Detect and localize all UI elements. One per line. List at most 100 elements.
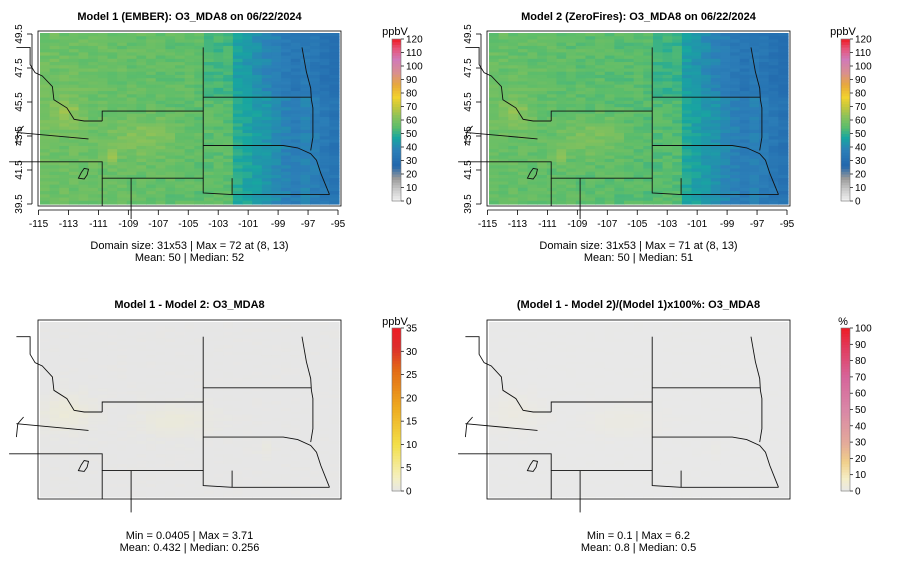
grid-cell: [223, 364, 234, 369]
grid-cell: [97, 133, 109, 137]
grid-cell: [136, 200, 147, 205]
grid-cell: [40, 470, 51, 475]
grid-cell: [643, 194, 654, 199]
grid-cell: [701, 107, 712, 112]
grid-cell: [662, 68, 673, 73]
grid-cell: [749, 187, 760, 192]
grid-cell: [768, 103, 779, 108]
grid-cell: [261, 145, 273, 150]
grid-cell: [710, 116, 722, 121]
grid-cell: [155, 116, 166, 121]
grid-cell: [290, 181, 302, 186]
grid-cell: [203, 371, 215, 376]
grid-cell: [49, 335, 60, 340]
plot-frame: [486, 30, 791, 207]
grid-cell: [155, 68, 166, 73]
grid-cell: [203, 414, 215, 419]
grid-cell: [242, 174, 253, 179]
grid-cell: [59, 331, 70, 336]
grid-cell: [242, 430, 253, 435]
grid-cell: [146, 322, 157, 326]
grid-cell: [88, 49, 99, 53]
grid-cell: [575, 91, 587, 95]
grid-cell: [78, 194, 89, 199]
grid-cell: [585, 81, 596, 86]
grid-cell: [107, 187, 118, 192]
grid-cell: [585, 71, 596, 76]
grid-cell: [329, 168, 340, 173]
grid-cell: [271, 194, 282, 199]
grid-cell: [643, 165, 654, 170]
grid-cell: [242, 187, 253, 192]
grid-cell: [184, 493, 195, 498]
grid-cell: [720, 87, 731, 92]
grid-cell: [184, 391, 195, 396]
grid-cell: [232, 91, 244, 95]
grid-cell: [730, 103, 741, 108]
grid-cell: [126, 394, 138, 399]
grid-cell: [681, 200, 693, 205]
grid-cell: [652, 65, 664, 70]
grid-cell: [242, 129, 253, 134]
grid-cell: [546, 184, 558, 189]
grid-cell: [88, 45, 99, 50]
grid-cell: [614, 181, 625, 186]
grid-cell: [595, 120, 606, 124]
grid-cell: [556, 194, 567, 199]
grid-cell: [194, 391, 205, 396]
grid-cell: [575, 162, 587, 166]
grid-cell: [242, 39, 253, 44]
grid-cell: [691, 162, 702, 166]
grid-cell: [40, 84, 51, 89]
grid-cell: [281, 91, 292, 95]
grid-cell: [117, 335, 128, 340]
grid-cell: [175, 361, 186, 366]
grid-cell: [517, 113, 529, 118]
grid-cell: [691, 62, 702, 66]
grid-cell: [527, 97, 538, 102]
grid-cell: [604, 45, 615, 50]
grid-cell: [203, 394, 215, 399]
grid-cell: [107, 483, 118, 488]
grid-cell: [223, 322, 234, 326]
grid-cell: [126, 123, 138, 128]
grid-cell: [329, 194, 340, 199]
grid-cell: [78, 335, 89, 340]
grid-cell: [146, 165, 157, 170]
grid-cell: [68, 100, 80, 105]
grid-cell: [88, 71, 99, 76]
legend-swatch: [392, 195, 401, 199]
grid-cell: [184, 341, 195, 346]
grid-cell: [136, 84, 147, 89]
grid-cell: [78, 155, 89, 160]
grid-cell: [88, 168, 99, 173]
grid-cell: [310, 52, 321, 57]
grid-cell: [508, 191, 519, 195]
grid-cell: [232, 401, 244, 406]
grid-cell: [136, 133, 147, 137]
grid-cell: [595, 84, 606, 89]
grid-cell: [281, 490, 292, 495]
grid-cell: [203, 378, 215, 383]
grid-cell: [527, 174, 538, 179]
grid-cell: [489, 149, 500, 153]
grid-cell: [537, 191, 548, 195]
grid-cell: [701, 142, 712, 147]
grid-cell: [575, 74, 587, 79]
grid-cell: [537, 39, 548, 44]
grid-cell: [252, 424, 263, 429]
grid-cell: [319, 187, 330, 192]
grid-cell: [155, 78, 166, 82]
grid-cell: [184, 197, 195, 202]
grid-cell: [252, 110, 263, 115]
grid-cell: [165, 460, 176, 465]
grid-cell: [527, 39, 538, 44]
grid-cell: [556, 145, 567, 150]
grid-cell: [223, 368, 234, 373]
grid-cell: [146, 49, 157, 53]
grid-cell: [720, 191, 731, 195]
grid-cell: [78, 200, 89, 205]
grid-cell: [281, 477, 292, 482]
grid-cell: [252, 364, 263, 369]
grid-cell: [271, 381, 282, 386]
